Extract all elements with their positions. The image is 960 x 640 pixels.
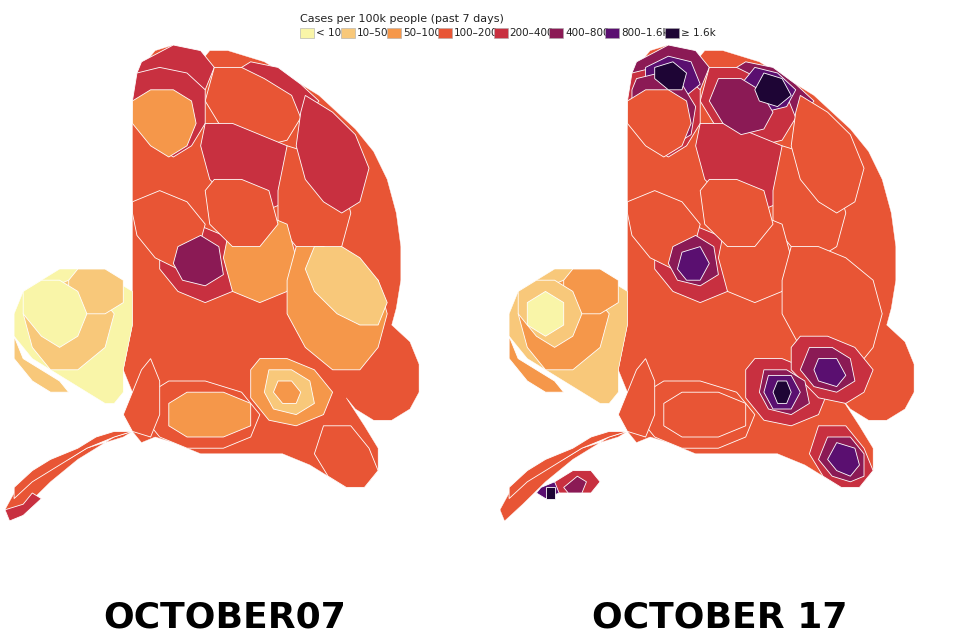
Polygon shape	[123, 45, 420, 488]
Text: 10–50: 10–50	[357, 28, 389, 38]
Bar	[493, 28, 508, 38]
Polygon shape	[628, 191, 700, 269]
Polygon shape	[801, 348, 855, 392]
Polygon shape	[732, 62, 814, 124]
Polygon shape	[814, 358, 846, 387]
Polygon shape	[518, 280, 582, 348]
Polygon shape	[718, 213, 791, 303]
Polygon shape	[819, 437, 864, 482]
Polygon shape	[663, 392, 746, 437]
Polygon shape	[509, 431, 628, 499]
Polygon shape	[741, 67, 796, 112]
Polygon shape	[169, 392, 251, 437]
Polygon shape	[696, 124, 791, 213]
Polygon shape	[518, 280, 610, 370]
Text: Cases per 100k people (past 7 days): Cases per 100k people (past 7 days)	[300, 14, 504, 24]
Text: OCTOBER 17: OCTOBER 17	[592, 601, 848, 635]
Bar	[665, 28, 680, 38]
Polygon shape	[564, 476, 587, 493]
Polygon shape	[159, 224, 242, 303]
Polygon shape	[14, 336, 69, 392]
Polygon shape	[500, 431, 628, 521]
Polygon shape	[700, 179, 773, 246]
Polygon shape	[201, 124, 297, 213]
Bar	[438, 28, 452, 38]
Polygon shape	[205, 179, 278, 246]
Polygon shape	[23, 280, 87, 348]
Polygon shape	[5, 493, 41, 521]
Polygon shape	[509, 336, 564, 392]
Polygon shape	[264, 370, 315, 415]
Polygon shape	[764, 376, 801, 409]
Polygon shape	[251, 358, 332, 426]
Bar	[605, 28, 619, 38]
Bar	[549, 28, 564, 38]
Polygon shape	[174, 236, 224, 286]
Polygon shape	[132, 67, 205, 157]
Polygon shape	[746, 358, 828, 426]
Polygon shape	[205, 67, 300, 146]
Polygon shape	[141, 381, 260, 448]
Bar	[387, 28, 401, 38]
Text: 800–1.6k: 800–1.6k	[621, 28, 668, 38]
Text: 50–100: 50–100	[403, 28, 442, 38]
Polygon shape	[782, 246, 882, 370]
Polygon shape	[791, 336, 873, 403]
Polygon shape	[700, 67, 796, 146]
Bar	[300, 28, 314, 38]
Polygon shape	[545, 488, 555, 499]
Polygon shape	[668, 236, 718, 286]
Polygon shape	[132, 90, 196, 157]
Polygon shape	[274, 381, 300, 403]
Polygon shape	[564, 269, 618, 314]
Text: 400–800: 400–800	[565, 28, 610, 38]
Polygon shape	[678, 246, 709, 280]
Polygon shape	[132, 191, 205, 269]
Polygon shape	[237, 62, 319, 124]
Polygon shape	[5, 431, 132, 521]
Polygon shape	[537, 482, 559, 499]
Polygon shape	[755, 73, 791, 107]
Polygon shape	[123, 358, 159, 437]
Polygon shape	[636, 381, 755, 448]
Polygon shape	[23, 280, 114, 370]
Polygon shape	[14, 431, 132, 499]
Polygon shape	[809, 426, 873, 488]
Polygon shape	[618, 358, 655, 437]
Polygon shape	[632, 73, 696, 146]
Polygon shape	[550, 470, 600, 493]
Polygon shape	[297, 95, 369, 213]
Text: 100–200: 100–200	[454, 28, 498, 38]
Text: OCTOBER07: OCTOBER07	[104, 601, 347, 635]
Polygon shape	[645, 56, 700, 95]
Polygon shape	[828, 443, 859, 476]
Polygon shape	[315, 426, 378, 488]
Polygon shape	[709, 79, 773, 134]
Polygon shape	[69, 269, 123, 314]
Polygon shape	[632, 45, 709, 101]
Text: 200–400: 200–400	[510, 28, 554, 38]
Polygon shape	[527, 291, 564, 336]
Text: < 10: < 10	[316, 28, 341, 38]
Polygon shape	[773, 381, 791, 403]
Polygon shape	[137, 45, 214, 101]
Text: ≥ 1.6k: ≥ 1.6k	[682, 28, 716, 38]
Polygon shape	[773, 146, 846, 258]
Polygon shape	[278, 146, 350, 258]
Polygon shape	[618, 45, 914, 488]
Polygon shape	[791, 95, 864, 213]
Polygon shape	[509, 269, 628, 403]
Polygon shape	[305, 246, 387, 325]
Polygon shape	[224, 213, 297, 303]
Polygon shape	[287, 246, 387, 370]
Polygon shape	[628, 90, 691, 157]
Polygon shape	[655, 62, 686, 90]
Polygon shape	[655, 224, 736, 303]
Polygon shape	[14, 269, 132, 403]
Polygon shape	[759, 370, 809, 415]
Polygon shape	[628, 67, 700, 157]
Bar	[341, 28, 355, 38]
